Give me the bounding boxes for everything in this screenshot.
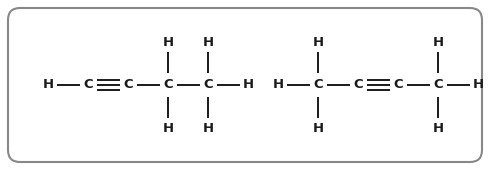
- Text: H: H: [433, 36, 443, 48]
- FancyBboxPatch shape: [8, 8, 482, 162]
- Text: H: H: [272, 79, 284, 91]
- Text: H: H: [202, 36, 214, 48]
- Text: C: C: [313, 79, 323, 91]
- Text: H: H: [163, 36, 173, 48]
- Text: H: H: [163, 122, 173, 134]
- Text: C: C: [353, 79, 363, 91]
- Text: H: H: [202, 122, 214, 134]
- Text: C: C: [393, 79, 403, 91]
- Text: H: H: [243, 79, 253, 91]
- Text: C: C: [433, 79, 443, 91]
- Text: H: H: [43, 79, 53, 91]
- Text: H: H: [472, 79, 484, 91]
- Text: H: H: [313, 122, 323, 134]
- Text: C: C: [163, 79, 173, 91]
- Text: C: C: [123, 79, 133, 91]
- Text: C: C: [203, 79, 213, 91]
- Text: H: H: [433, 122, 443, 134]
- Text: H: H: [313, 36, 323, 48]
- Text: C: C: [83, 79, 93, 91]
